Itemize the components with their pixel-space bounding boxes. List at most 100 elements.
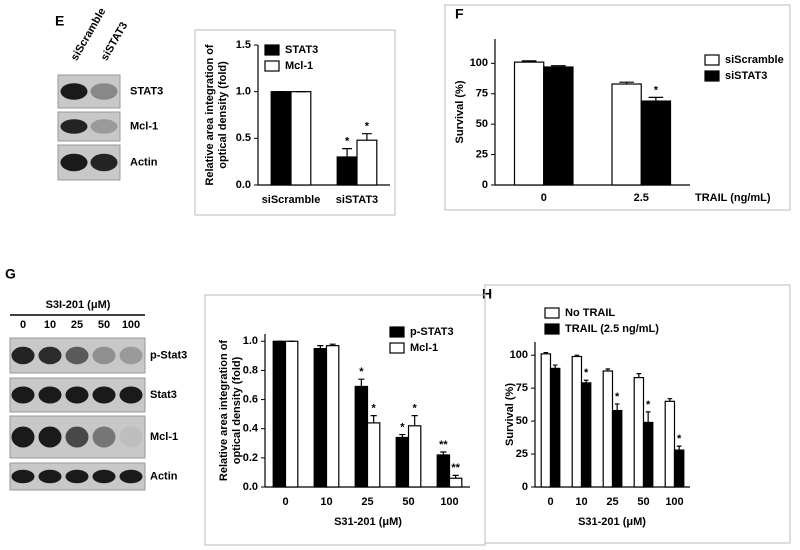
error-bar <box>667 398 673 402</box>
blot-band <box>38 469 62 484</box>
y-axis-label: optical density (fold) <box>217 61 229 169</box>
error-bar <box>552 364 558 369</box>
blot-band <box>92 426 116 448</box>
y-tick-label: 100 <box>470 57 488 69</box>
row-label: p-Stat3 <box>150 349 187 361</box>
legend-label: siScramble <box>725 54 784 66</box>
panel-frame <box>484 284 791 544</box>
row-label: Mcl-1 <box>150 431 178 443</box>
x-tick-label: 100 <box>440 496 458 508</box>
significance-mark: * <box>365 121 370 133</box>
y-tick-label: 0.6 <box>243 393 258 405</box>
blot-band <box>92 469 116 484</box>
x-tick-label: 10 <box>320 496 332 508</box>
legend-label: Mcl-1 <box>410 342 438 354</box>
row-label: Actin <box>130 156 158 168</box>
x-tick-label: 25 <box>361 496 373 508</box>
lane-label: siSTAT3 <box>99 20 131 63</box>
error-bar <box>614 403 620 411</box>
bar <box>642 421 654 488</box>
blot-band <box>119 426 143 448</box>
blot-band <box>119 469 143 484</box>
error-bar <box>605 368 611 371</box>
y-tick-label: 1.0 <box>243 335 258 347</box>
blot-band <box>38 386 62 404</box>
bar <box>543 66 574 186</box>
error-bar <box>411 415 418 426</box>
bar <box>580 382 592 488</box>
lane-label: 0 <box>20 319 26 331</box>
bar <box>633 376 645 488</box>
legend-label: siSTAT3 <box>725 70 767 82</box>
error-bar <box>583 379 589 383</box>
y-tick-label: 1.0 <box>236 86 251 98</box>
significance-mark: * <box>646 399 651 411</box>
blot-band <box>90 83 118 100</box>
blot-band <box>119 386 143 404</box>
error-bar <box>521 60 537 63</box>
lane-label: 50 <box>98 319 110 331</box>
error-bar <box>619 81 634 85</box>
legend-swatch <box>264 60 280 72</box>
x-tick-label: 25 <box>606 496 618 508</box>
bar <box>640 100 672 186</box>
y-axis-label: Survival (%) <box>504 383 516 446</box>
error-bar <box>370 415 377 423</box>
panel-frame <box>444 4 791 211</box>
bar <box>356 139 378 186</box>
error-bar <box>452 474 459 479</box>
error-bar <box>342 148 353 157</box>
significance-mark: * <box>654 84 659 96</box>
blot-band <box>65 426 89 448</box>
error-bar <box>551 65 566 67</box>
significance-mark: * <box>359 366 364 378</box>
y-tick-label: 75 <box>476 88 488 100</box>
y-tick-label: 1.5 <box>236 39 251 51</box>
x-tick-label: 0 <box>541 192 547 204</box>
row-label: STAT3 <box>130 85 163 97</box>
significance-mark: * <box>413 403 418 415</box>
blot-band <box>65 346 89 365</box>
legend-swatch <box>264 44 280 56</box>
blot-band <box>11 386 35 404</box>
bar <box>436 454 451 488</box>
error-bar <box>648 96 664 102</box>
legend-swatch <box>389 342 405 354</box>
error-bar <box>645 411 651 423</box>
lane-label: 100 <box>122 319 140 331</box>
y-tick-label: 0.0 <box>236 179 251 191</box>
bar <box>336 156 358 186</box>
blot-band <box>92 346 116 365</box>
blot-band <box>65 386 89 404</box>
x-tick-label: 100 <box>665 496 683 508</box>
bar <box>540 353 552 488</box>
blot-band <box>38 346 62 365</box>
y-tick-label: 25 <box>516 448 528 460</box>
y-tick-label: 25 <box>476 148 488 160</box>
x-tick-label: 50 <box>402 496 414 508</box>
x-tick-label: 50 <box>637 496 649 508</box>
error-bar <box>440 451 447 455</box>
y-tick-label: 50 <box>516 415 528 427</box>
y-tick-label: 0 <box>482 179 488 191</box>
legend-swatch <box>544 323 560 335</box>
lane-label: 25 <box>71 319 83 331</box>
row-label: Mcl-1 <box>130 120 158 132</box>
error-bar <box>358 378 365 387</box>
significance-mark: * <box>372 403 377 415</box>
y-tick-label: 0 <box>522 481 528 493</box>
significance-mark: * <box>677 433 682 445</box>
y-tick-label: 0.2 <box>243 452 258 464</box>
bar <box>549 367 561 488</box>
x-tick-label: 0 <box>547 496 553 508</box>
significance-mark: * <box>400 421 405 433</box>
x-tick-label: 0 <box>282 496 288 508</box>
bar <box>571 355 583 488</box>
blot-band <box>92 386 116 404</box>
x-tick-label: siScramble <box>262 194 321 206</box>
bar <box>290 91 312 186</box>
row-label: Stat3 <box>150 389 177 401</box>
y-axis-label: Relative area integration of <box>204 44 216 186</box>
x-axis-label: S31-201 (μM) <box>578 516 646 528</box>
